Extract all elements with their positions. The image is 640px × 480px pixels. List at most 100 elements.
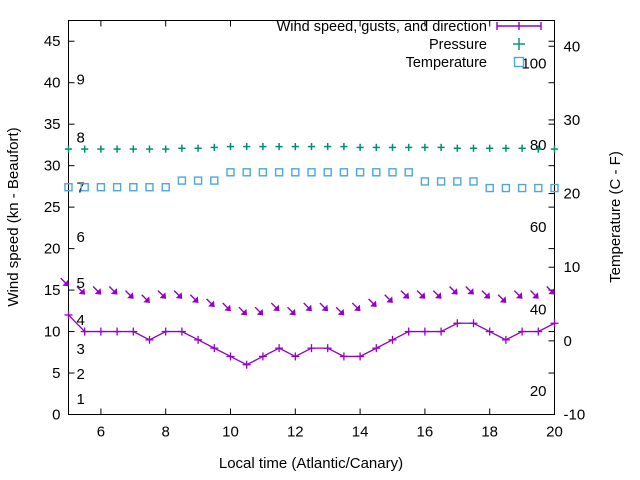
gust-arrow: [416, 290, 426, 299]
wind-speed-point: [534, 327, 543, 336]
temperature-point: [388, 168, 397, 177]
wind-speed-point: [129, 327, 138, 336]
pressure-point: [129, 145, 137, 153]
wind-speed-point: [210, 344, 219, 353]
wind-speed-point: [258, 352, 267, 361]
temperature-point: [177, 176, 187, 185]
gust-arrow: [303, 302, 312, 312]
pressure-point: [97, 145, 105, 153]
temperature-point: [372, 168, 381, 177]
legend-marker-pressure: [513, 38, 525, 50]
temperature-point: [291, 168, 300, 177]
left-tick-label: 40: [44, 75, 61, 92]
wind-speed-point: [437, 327, 446, 336]
bottom-tick-label: 6: [97, 424, 105, 441]
series-gusts-direction: [60, 277, 555, 316]
gust-arrow: [530, 290, 539, 299]
pressure-point: [145, 145, 154, 153]
pressure-point: [259, 142, 267, 151]
pressure-point: [307, 142, 316, 151]
right-tick-label: 20: [564, 186, 581, 203]
wind-speed-point: [404, 327, 413, 336]
temperature-point: [161, 183, 170, 192]
gust-arrow: [368, 298, 377, 308]
fahrenheit-label: 40: [530, 301, 547, 318]
left-tick-label: 5: [52, 365, 60, 382]
pressure-point: [178, 144, 186, 152]
right-tick-label: 10: [564, 259, 581, 276]
gust-arrow: [481, 290, 491, 299]
bottom-tick-label: 10: [222, 424, 239, 441]
pressure-point: [210, 143, 218, 152]
left-tick-label: 0: [52, 407, 60, 424]
temperature-point: [485, 183, 494, 193]
plot-frame: [68, 20, 555, 415]
temperature-point: [226, 168, 235, 177]
pressure-point: [518, 144, 526, 152]
gust-arrow: [254, 306, 264, 316]
wind-speed-point: [161, 327, 170, 336]
pressure-point: [64, 145, 73, 153]
pressure-point: [81, 145, 89, 153]
gust-arrow: [270, 302, 280, 312]
wind-speed-point: [518, 327, 527, 336]
pressure-point: [372, 143, 380, 152]
beaufort-label: 6: [77, 229, 85, 246]
temperature-point: [550, 183, 559, 193]
gust-arrow: [432, 290, 442, 299]
beaufort-label: 5: [77, 275, 85, 292]
pressure-point: [275, 142, 283, 151]
wind-speed-point: [113, 327, 122, 336]
gust-arrow: [287, 306, 296, 316]
beaufort-label: 9: [77, 72, 85, 89]
temperature-point: [420, 177, 430, 186]
series-wind-speed: [64, 310, 559, 369]
wind-speed-point: [275, 344, 284, 353]
legend-marker-temperature: [513, 56, 525, 68]
temperature-point: [307, 168, 316, 177]
wind-speed-point: [226, 352, 235, 361]
pressure-point: [113, 145, 121, 153]
gust-arrow: [141, 294, 150, 304]
temperature-point: [355, 168, 365, 177]
bottom-tick-label: 18: [481, 424, 498, 441]
series-pressure: [64, 142, 559, 153]
gust-arrow: [546, 285, 555, 295]
fahrenheit-label: 20: [530, 383, 547, 400]
right-axis-title: Temperature (C - F): [607, 151, 624, 283]
pressure-point: [356, 143, 364, 152]
wind-speed-point: [194, 335, 203, 344]
bottom-tick-label: 12: [287, 424, 304, 441]
temperature-point: [517, 183, 527, 193]
pressure-point: [162, 145, 170, 153]
pressure-point: [534, 145, 542, 153]
temperature-point: [404, 168, 413, 177]
bottom-axis-ticks: 6 8 10 12 14 16 18 20: [97, 20, 563, 441]
temperature-point: [80, 183, 89, 192]
legend-label-temperature: Temperature: [406, 55, 487, 71]
temperature-point: [274, 168, 284, 177]
beaufort-label: 1: [77, 391, 85, 408]
gust-arrow: [60, 277, 69, 287]
temperature-point: [323, 168, 332, 177]
pressure-point: [388, 143, 397, 152]
gust-arrow: [173, 290, 183, 299]
pressure-point: [502, 144, 510, 152]
gust-arrow: [497, 294, 507, 304]
temperature-point: [96, 183, 106, 192]
gust-arrow: [92, 285, 102, 295]
beaufort-label: 3: [77, 341, 85, 358]
gust-arrow: [319, 302, 329, 312]
temperature-point: [534, 183, 543, 193]
gust-arrow: [108, 285, 118, 295]
gust-arrow: [513, 290, 523, 299]
gust-arrow: [465, 285, 474, 295]
pressure-point: [324, 142, 332, 151]
gust-arrow: [335, 306, 345, 316]
gust-arrow: [76, 285, 86, 295]
wind-speed-point: [80, 327, 89, 336]
left-tick-label: 45: [44, 33, 61, 50]
temperature-point: [193, 176, 203, 185]
